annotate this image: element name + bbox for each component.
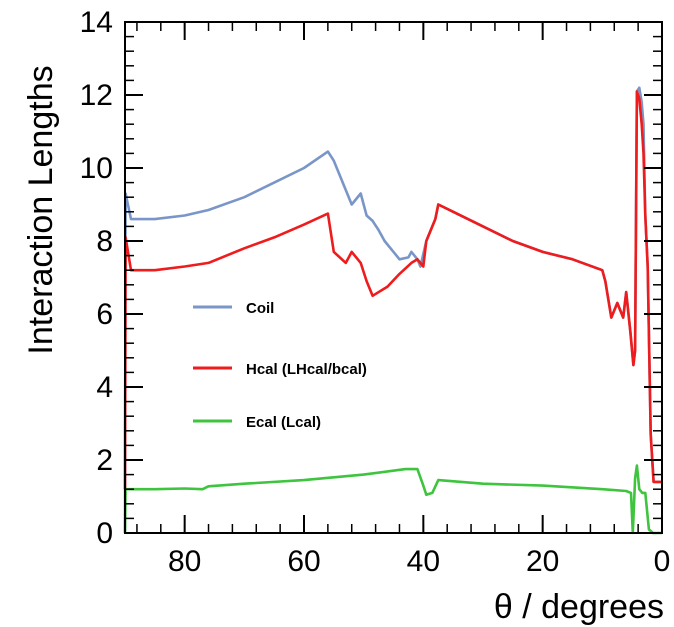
axes-layer: 0 2 4 6 8 10 12 14 80 60 40 20 0: [80, 6, 671, 578]
y-tick-label-14: 14: [80, 6, 113, 39]
x-tick-label-40: 40: [407, 545, 440, 578]
y-tick-label-4: 4: [96, 371, 113, 404]
y-axis-title: Interaction Lengths: [22, 65, 60, 354]
series-line-2: [123, 464, 662, 535]
y-tick-label-6: 6: [96, 298, 113, 331]
y-tick-label-10: 10: [80, 152, 113, 185]
legend-label-2: Ecal (Lcal): [246, 414, 321, 431]
plot-frame: [124, 21, 663, 534]
x-tick-label-80: 80: [168, 545, 201, 578]
y-tick-label-8: 8: [96, 225, 113, 258]
legend: Coil Hcal (LHcal/bcal) Ecal (Lcal): [193, 300, 367, 431]
x-tick-label-60: 60: [287, 545, 320, 578]
series-layer: [123, 86, 662, 535]
series-line-0: [123, 86, 662, 534]
legend-label-1: Hcal (LHcal/bcal): [246, 361, 367, 378]
y-tick-label-12: 12: [80, 79, 113, 112]
x-tick-label-20: 20: [526, 545, 559, 578]
series-line-1: [123, 90, 662, 490]
y-tick-label-0: 0: [96, 517, 113, 550]
y-tick-label-2: 2: [96, 444, 113, 477]
x-tick-label-0: 0: [654, 545, 671, 578]
legend-label-0: Coil: [246, 300, 274, 317]
x-axis-title: θ / degrees: [494, 588, 664, 626]
